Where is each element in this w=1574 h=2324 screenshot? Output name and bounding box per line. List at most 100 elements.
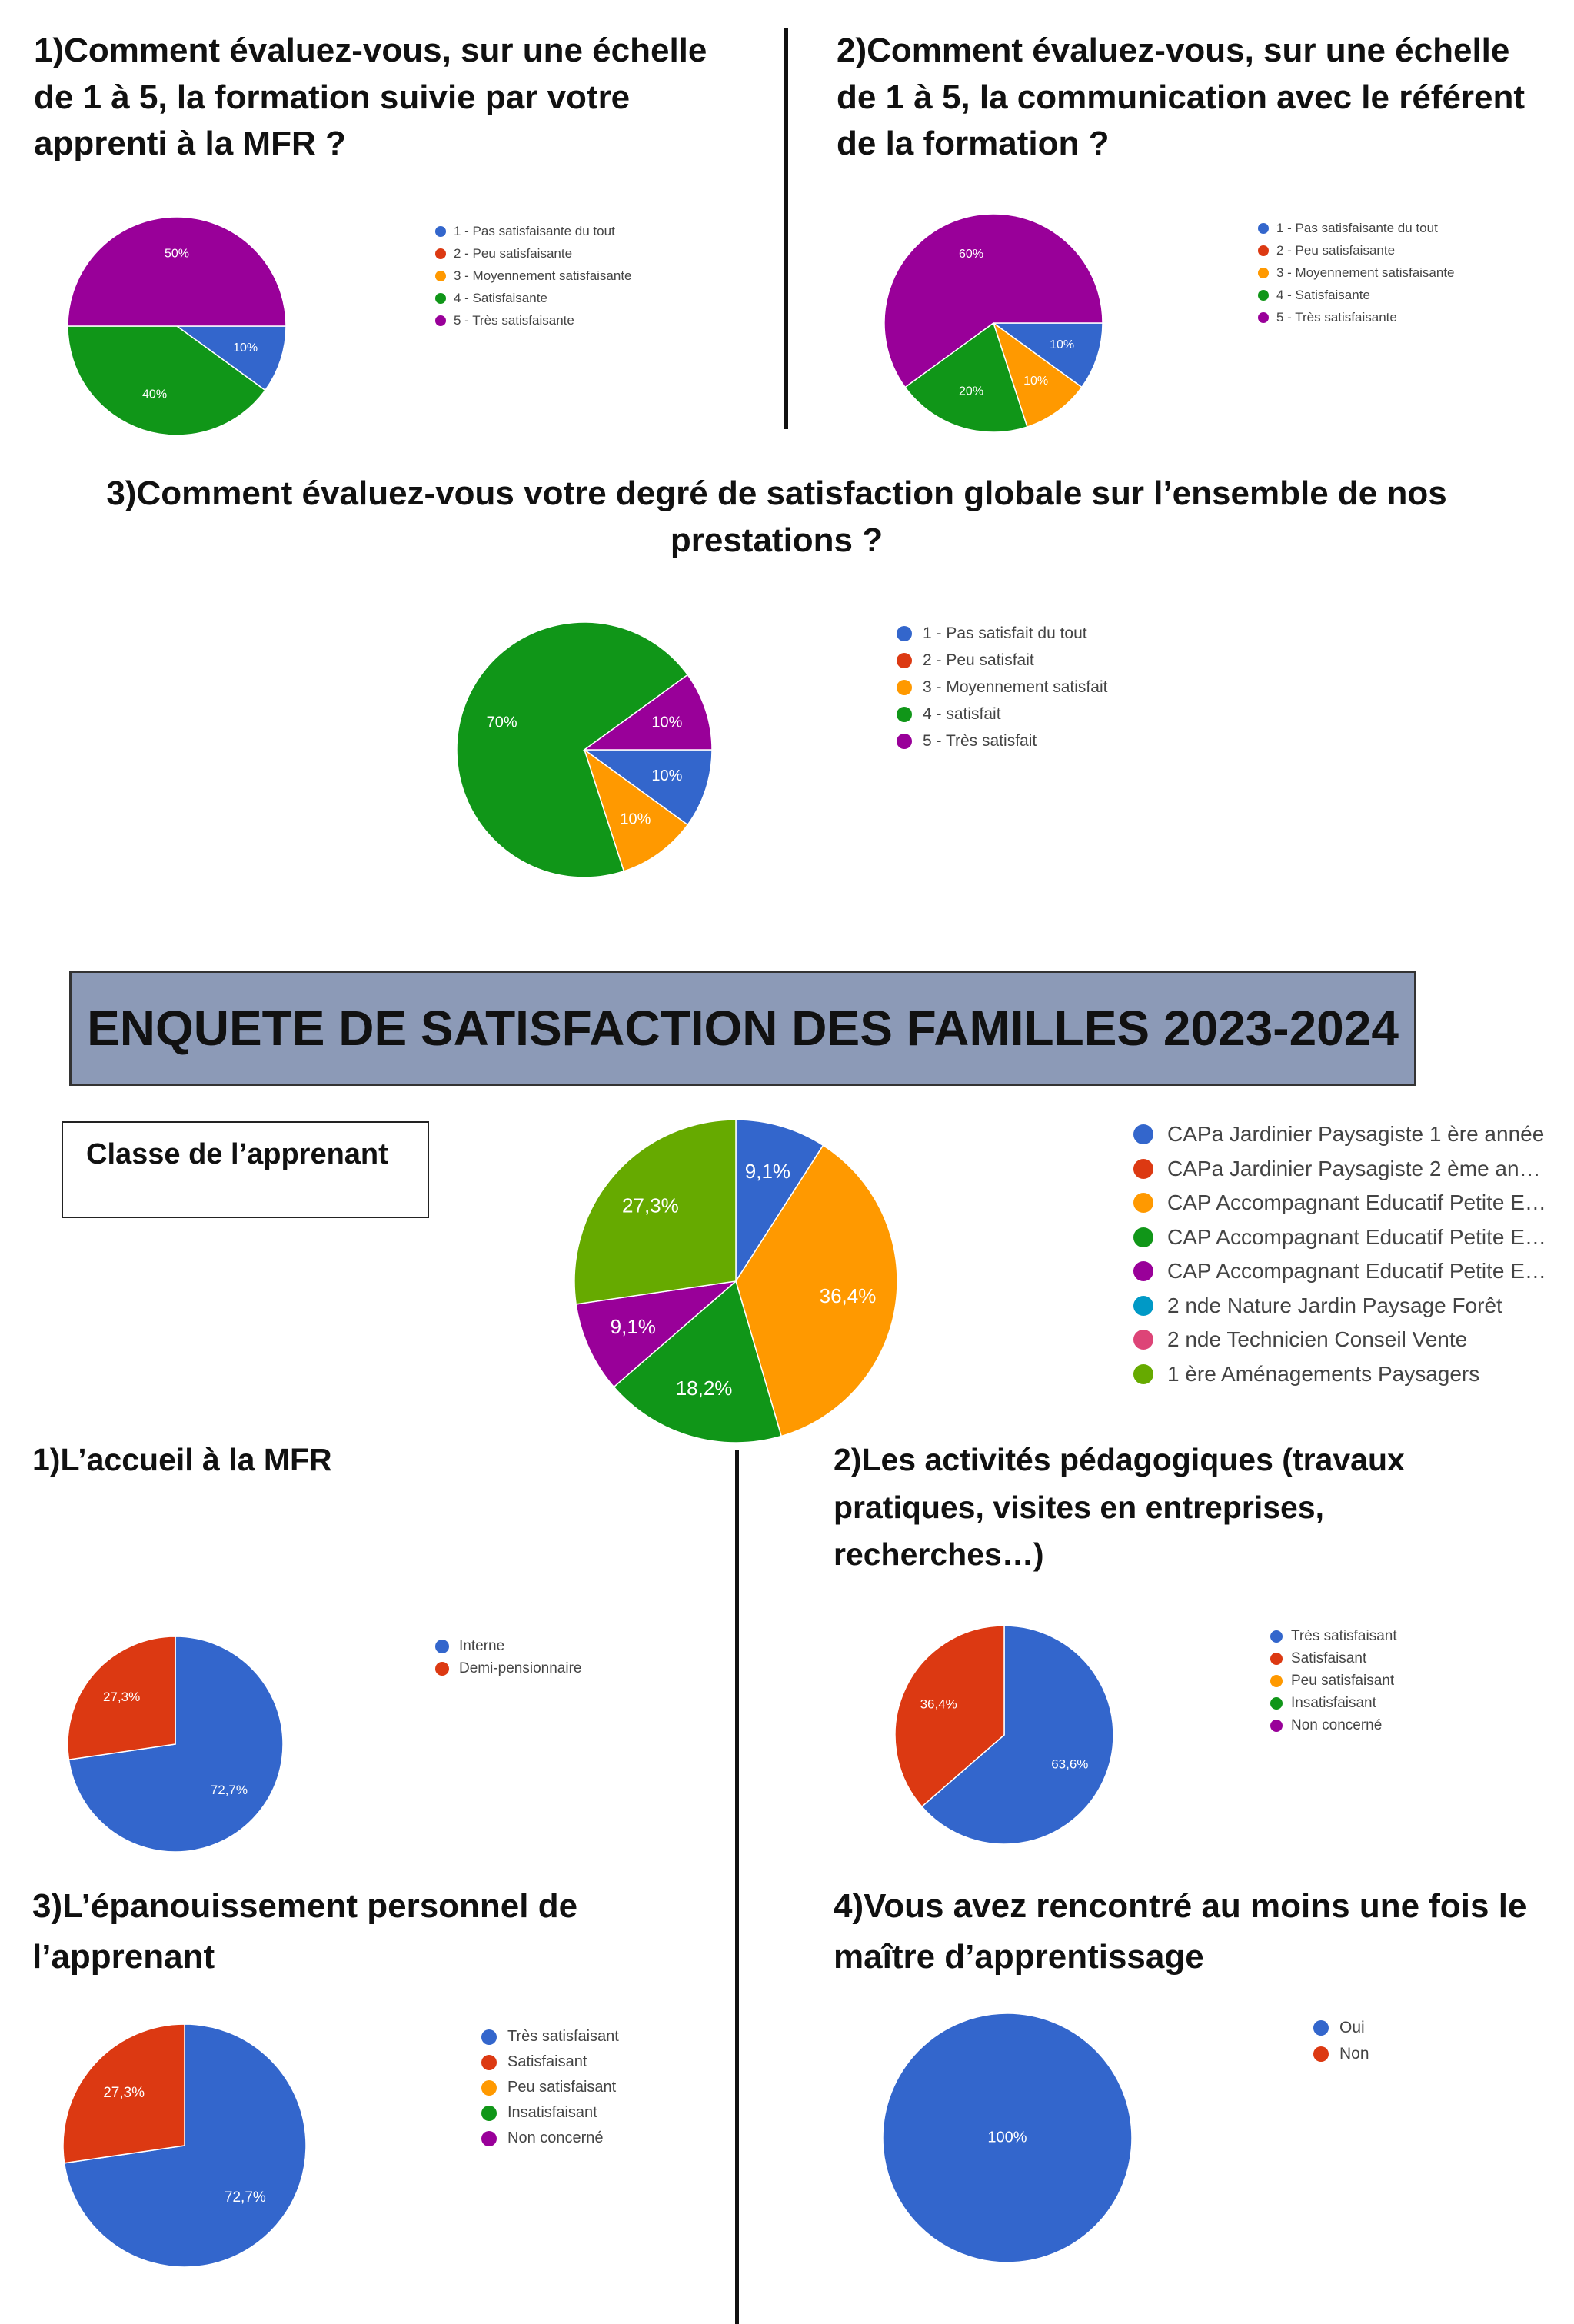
pie2-label-3: 20% bbox=[959, 385, 983, 398]
pieC-legend-swatch-2 bbox=[481, 2079, 497, 2096]
legend-maitre-apprentissage: Oui Non bbox=[1313, 2015, 1369, 2067]
pie2-legend-item-1: 2 - Peu satisfaisante bbox=[1258, 239, 1455, 261]
pie1-slice-5-tres-satisfaisante-4 bbox=[67, 216, 287, 327]
pieClass-label-4: 9,1% bbox=[611, 1315, 656, 1338]
pieClass-label-0: 9,1% bbox=[745, 1160, 790, 1183]
pieD-legend-label-0: Oui bbox=[1339, 2019, 1365, 2036]
pie3-legend-label-1: 2 - Peu satisfait bbox=[923, 651, 1034, 669]
pie1-legend-label-0: 1 - Pas satisfaisante du tout bbox=[454, 223, 615, 238]
pie3-legend-label-4: 5 - Très satisfait bbox=[923, 731, 1037, 750]
pieC-legend-swatch-1 bbox=[481, 2054, 497, 2070]
pieB-legend-swatch-2 bbox=[1270, 1674, 1283, 1687]
pieD-legend-swatch-1 bbox=[1313, 2046, 1329, 2062]
pieC-label-0: 72,7% bbox=[225, 2189, 266, 2206]
pie1-legend-label-2: 3 - Moyennement satisfaisante bbox=[454, 268, 632, 283]
pieClass-legend-swatch-5 bbox=[1133, 1295, 1153, 1316]
pie1-slice-4-satisfaisante-3 bbox=[67, 325, 266, 436]
pieA-label-0: 72,7% bbox=[211, 1783, 248, 1797]
pieClass-slice-1-ere-amenagements-paysagers-7 bbox=[574, 1119, 737, 1305]
pie2-legend-label-1: 2 - Peu satisfaisante bbox=[1276, 242, 1396, 258]
question-a-accueil: 1)L’accueil à la MFR bbox=[32, 1442, 332, 1477]
pieA-slice-demi-pensionnaire-1 bbox=[67, 1636, 176, 1761]
pieClass-legend-item-1: CAPa Jardinier Paysagiste 2 ème an… bbox=[1133, 1152, 1546, 1187]
pieClass-legend-item-3: CAP Accompagnant Educatif Petite E… bbox=[1133, 1220, 1546, 1255]
pieB-legend-swatch-0 bbox=[1270, 1630, 1283, 1643]
pieClass-legend-label-1: CAPa Jardinier Paysagiste 2 ème an… bbox=[1167, 1156, 1541, 1180]
pieB-legend-label-2: Peu satisfaisant bbox=[1291, 1672, 1395, 1689]
pie2-legend-swatch-0 bbox=[1258, 222, 1269, 234]
pieD-legend-item-1: Non bbox=[1313, 2041, 1369, 2067]
pieB-legend-label-0: Très satisfaisant bbox=[1291, 1627, 1397, 1644]
pie1-legend-label-1: 2 - Peu satisfaisante bbox=[454, 245, 573, 261]
pie3-slice-4-satisfait-3 bbox=[456, 621, 689, 878]
pie2-label-4: 60% bbox=[959, 248, 983, 261]
pieB-slice-satisfaisant-1 bbox=[894, 1625, 1005, 1808]
pie1-legend-swatch-4 bbox=[435, 315, 446, 326]
legend-accueil: Interne Demi-pensionnaire bbox=[435, 1635, 581, 1680]
question-d-maitre: 4)Vous avez rencontré au moins une fois … bbox=[834, 1887, 1527, 1976]
pie3-legend-swatch-3 bbox=[897, 706, 912, 722]
question-2-communication: 2)Comment évaluez-vous, sur une échelle … bbox=[837, 32, 1526, 163]
pieB-slice-tres-satisfaisant-0 bbox=[920, 1625, 1114, 1845]
pie3-legend-swatch-0 bbox=[897, 625, 912, 641]
pieClass-legend-swatch-3 bbox=[1133, 1227, 1153, 1247]
pieB-legend-label-3: Insatisfaisant bbox=[1291, 1694, 1376, 1711]
pie3-legend-label-2: 3 - Moyennement satisfait bbox=[923, 678, 1108, 696]
pie3-legend-swatch-2 bbox=[897, 679, 912, 695]
pie2-legend-swatch-1 bbox=[1258, 245, 1269, 256]
pieB-legend-item-4: Non concerné bbox=[1270, 1714, 1397, 1736]
pieClass-legend-swatch-0 bbox=[1133, 1124, 1153, 1145]
pieC-slice-satisfaisant-1 bbox=[62, 2023, 185, 2164]
pieClass-legend-swatch-2 bbox=[1133, 1193, 1153, 1214]
pieC-legend-label-4: Non concerné bbox=[507, 2129, 604, 2146]
pieD-label-0: 100% bbox=[987, 2129, 1027, 2146]
pie1-legend-swatch-1 bbox=[435, 248, 446, 259]
pieA-legend-item-1: Demi-pensionnaire bbox=[435, 1657, 581, 1680]
pie3-legend-item-3: 4 - satisfait bbox=[897, 701, 1107, 727]
pieC-legend-label-0: Très satisfaisant bbox=[507, 2028, 619, 2045]
pieClass-legend-label-3: CAP Accompagnant Educatif Petite E… bbox=[1167, 1224, 1546, 1249]
pie2-legend-swatch-4 bbox=[1258, 311, 1269, 323]
pieB-legend-swatch-3 bbox=[1270, 1696, 1283, 1710]
pie2-legend-item-4: 5 - Très satisfaisante bbox=[1258, 306, 1455, 328]
pieClass-slice-cap-accompagnant-educatif-petite-e-2 bbox=[735, 1144, 898, 1437]
pieA-legend-item-0: Interne bbox=[435, 1635, 581, 1657]
pie3-label-2: 10% bbox=[620, 811, 651, 828]
pieB-legend-label-1: Satisfaisant bbox=[1291, 1650, 1367, 1666]
pie1-legend-item-2: 3 - Moyennement satisfaisante bbox=[435, 265, 632, 287]
pieClass-legend-item-2: CAP Accompagnant Educatif Petite E… bbox=[1133, 1186, 1546, 1220]
pieClass-label-2: 36,4% bbox=[820, 1284, 877, 1307]
class-box-label: Classe de l’apprenant bbox=[62, 1121, 429, 1218]
legend-activites: Très satisfaisant Satisfaisant Peu satisfa… bbox=[1270, 1625, 1397, 1736]
pieB-label-0: 63,6% bbox=[1051, 1756, 1088, 1771]
pieClass-legend-item-7: 1 ère Aménagements Paysagers bbox=[1133, 1357, 1546, 1392]
pie2-legend-label-2: 3 - Moyennement satisfaisante bbox=[1276, 265, 1455, 280]
pieClass-slice-cap-accompagnant-educatif-petite-e-3 bbox=[613, 1280, 783, 1443]
pieB-legend-swatch-4 bbox=[1270, 1719, 1283, 1732]
question-3-satisfaction-globale: 3)Comment évaluez-vous votre degré de sa… bbox=[106, 474, 1447, 559]
pie1-legend-swatch-3 bbox=[435, 292, 446, 304]
pie1-legend-item-4: 5 - Très satisfaisante bbox=[435, 309, 632, 331]
pieC-slice-tres-satisfaisant-0 bbox=[63, 2023, 307, 2268]
pieB-legend-item-3: Insatisfaisant bbox=[1270, 1692, 1397, 1714]
pie2-legend-item-0: 1 - Pas satisfaisante du tout bbox=[1258, 217, 1455, 239]
divider-top bbox=[784, 28, 788, 429]
pieClass-legend-label-7: 1 ère Aménagements Paysagers bbox=[1167, 1361, 1480, 1386]
pieA-legend-swatch-0 bbox=[435, 1639, 449, 1653]
legend-satisfaction-globale: 1 - Pas satisfait du tout 2 - Peu satisfa… bbox=[897, 620, 1107, 754]
pie2-legend-item-2: 3 - Moyennement satisfaisante bbox=[1258, 261, 1455, 284]
pie1-label-4: 50% bbox=[165, 247, 189, 260]
pie3-legend-swatch-4 bbox=[897, 733, 912, 749]
pieD-legend-label-1: Non bbox=[1339, 2045, 1369, 2063]
pieClass-legend-item-6: 2 nde Technicien Conseil Vente bbox=[1133, 1323, 1546, 1357]
pieClass-legend-swatch-4 bbox=[1133, 1261, 1153, 1282]
pie2-legend-item-3: 4 - Satisfaisante bbox=[1258, 284, 1455, 306]
pieClass-slice-cap-accompagnant-educatif-petite-e-4 bbox=[575, 1280, 738, 1388]
pie2-label-0: 10% bbox=[1050, 338, 1074, 351]
pieC-legend-label-2: Peu satisfaisant bbox=[507, 2079, 617, 2096]
pieC-legend-item-3: Insatisfaisant bbox=[481, 2100, 619, 2126]
pie1-legend-swatch-2 bbox=[435, 270, 446, 281]
pieClass-legend-swatch-1 bbox=[1133, 1158, 1153, 1179]
pieClass-legend-item-5: 2 nde Nature Jardin Paysage Forêt bbox=[1133, 1289, 1546, 1323]
pieClass-legend-swatch-6 bbox=[1133, 1330, 1153, 1350]
